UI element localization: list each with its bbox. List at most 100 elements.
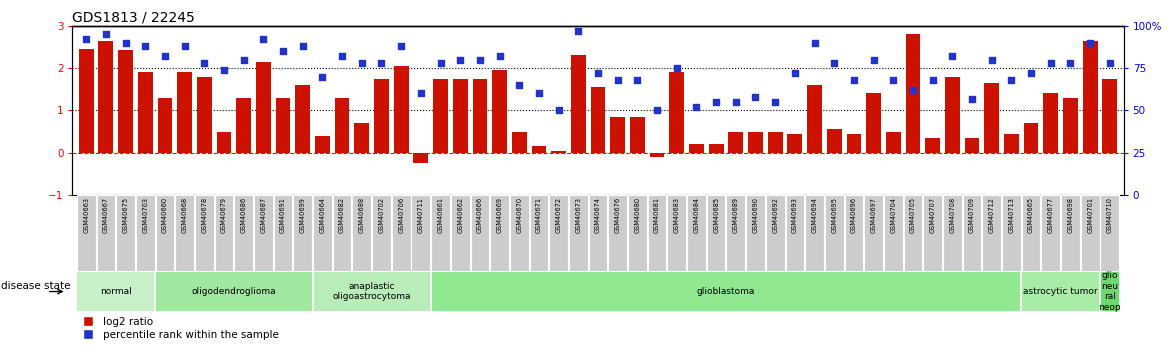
Bar [867, 93, 881, 152]
Text: GSM40683: GSM40683 [674, 197, 680, 233]
Bar [273, 195, 292, 271]
Text: GSM40705: GSM40705 [910, 197, 916, 233]
Bar [628, 195, 647, 271]
Point [549, 108, 568, 113]
Point [117, 40, 135, 46]
Text: normal: normal [99, 287, 132, 296]
Bar [825, 195, 843, 271]
Bar [512, 131, 527, 152]
Text: GSM40709: GSM40709 [969, 197, 975, 233]
Point [609, 77, 627, 83]
Text: GSM40689: GSM40689 [732, 197, 739, 233]
Bar [1023, 123, 1038, 152]
Bar [551, 150, 566, 152]
Point [353, 60, 371, 66]
Text: GSM40692: GSM40692 [772, 197, 778, 233]
Text: GSM40673: GSM40673 [576, 197, 582, 233]
Bar [746, 195, 765, 271]
Bar [669, 72, 684, 152]
Bar [236, 98, 251, 152]
Text: GSM40699: GSM40699 [300, 197, 306, 233]
Bar [529, 195, 548, 271]
Text: GSM40693: GSM40693 [792, 197, 798, 233]
Bar [1042, 195, 1061, 271]
Bar [411, 195, 430, 271]
Point [628, 77, 647, 83]
Bar [630, 117, 645, 152]
Bar [807, 85, 822, 152]
Point [293, 43, 312, 49]
Text: astrocytic tumor: astrocytic tumor [1023, 287, 1098, 296]
Point [864, 57, 883, 62]
Bar [253, 195, 272, 271]
Bar [611, 117, 625, 152]
Point [333, 53, 352, 59]
Bar [847, 134, 861, 152]
Bar [1083, 41, 1098, 152]
Bar [216, 131, 231, 152]
Bar [924, 195, 943, 271]
Text: glio
neu
ral
neop: glio neu ral neop [1099, 272, 1121, 312]
Bar [451, 195, 470, 271]
Text: GSM40682: GSM40682 [339, 197, 345, 233]
Point [805, 40, 823, 46]
Bar [1100, 271, 1120, 312]
Bar [549, 195, 568, 271]
Bar [985, 83, 999, 152]
Text: GSM40703: GSM40703 [142, 197, 148, 233]
Text: GSM40678: GSM40678 [201, 197, 207, 233]
Point [1100, 60, 1119, 66]
Text: GSM40712: GSM40712 [989, 197, 995, 233]
Text: GSM40698: GSM40698 [1068, 197, 1073, 233]
Bar [885, 131, 901, 152]
Point [569, 28, 588, 34]
Text: glioblastoma: glioblastoma [697, 287, 756, 296]
Text: GSM40680: GSM40680 [634, 197, 640, 233]
Bar [313, 271, 431, 312]
Bar [844, 195, 863, 271]
Point [77, 37, 96, 42]
Bar [726, 195, 745, 271]
Point [411, 91, 430, 96]
Bar [135, 195, 154, 271]
Bar [473, 79, 487, 152]
Bar [118, 50, 133, 152]
Bar [687, 195, 705, 271]
Point [373, 60, 391, 66]
Bar [925, 138, 940, 152]
Text: GSM40665: GSM40665 [1028, 197, 1034, 233]
Point [707, 99, 725, 105]
Text: GSM40697: GSM40697 [870, 197, 877, 233]
Point [962, 96, 981, 101]
Text: GSM40711: GSM40711 [418, 197, 424, 233]
Point [215, 67, 234, 72]
Point [529, 91, 548, 96]
Bar [293, 195, 312, 271]
Text: GSM40694: GSM40694 [812, 197, 818, 233]
Text: GSM40690: GSM40690 [752, 197, 758, 233]
Point [155, 53, 174, 59]
Bar [78, 49, 93, 152]
Bar [296, 85, 311, 152]
Point [175, 43, 194, 49]
Bar [1100, 195, 1119, 271]
Text: GSM40684: GSM40684 [694, 197, 700, 233]
Point [766, 99, 785, 105]
Bar [884, 195, 903, 271]
Bar [373, 195, 391, 271]
Bar [709, 144, 723, 152]
Point [982, 57, 1001, 62]
Text: GSM40686: GSM40686 [241, 197, 246, 233]
Point [726, 99, 745, 105]
Text: GSM40672: GSM40672 [556, 197, 562, 233]
Bar [315, 136, 329, 152]
Text: GSM40669: GSM40669 [496, 197, 502, 233]
Text: GSM40667: GSM40667 [103, 197, 109, 233]
Bar [1080, 195, 1099, 271]
Bar [1004, 134, 1018, 152]
Point [1022, 70, 1041, 76]
Point [825, 60, 843, 66]
Bar [649, 152, 665, 157]
Point [431, 60, 450, 66]
Text: GSM40704: GSM40704 [890, 197, 896, 233]
